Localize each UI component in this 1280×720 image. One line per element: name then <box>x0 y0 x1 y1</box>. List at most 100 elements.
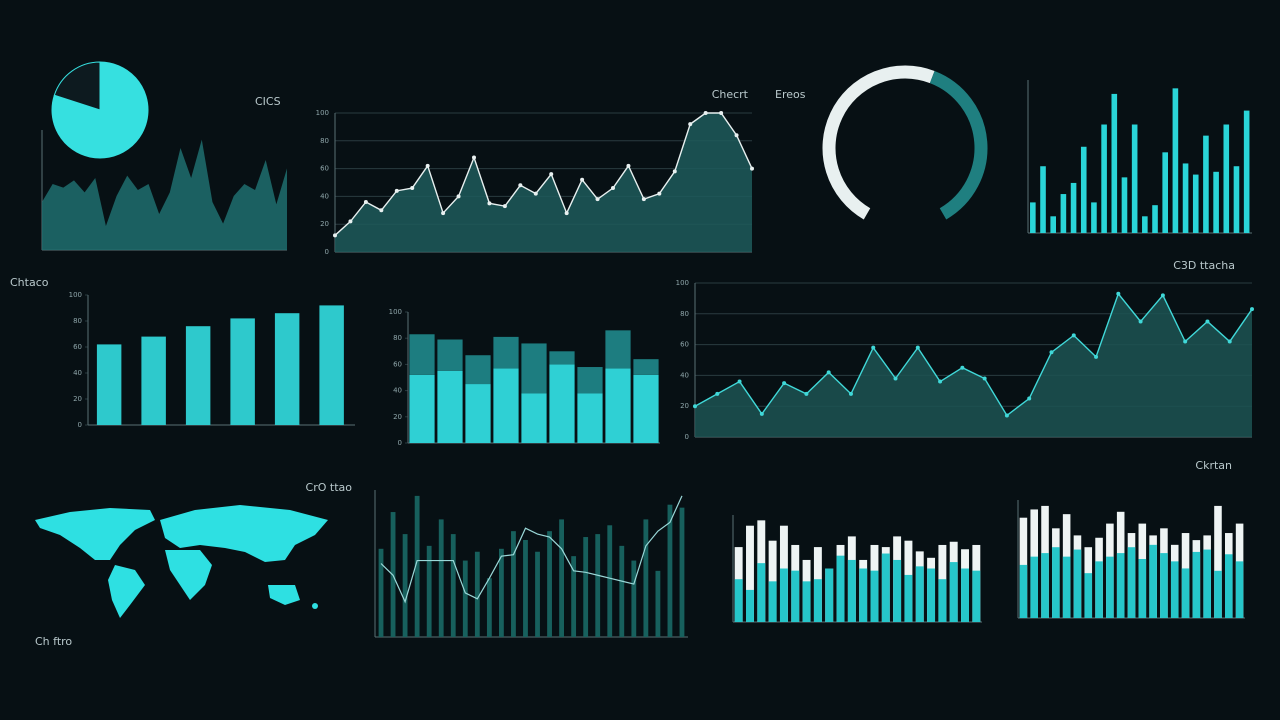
point <box>1027 396 1032 401</box>
bar <box>1080 146 1087 233</box>
line <box>380 495 683 604</box>
bar <box>1101 124 1107 233</box>
point <box>641 197 646 202</box>
bar <box>1062 556 1071 618</box>
bar <box>426 545 432 637</box>
bar <box>779 568 788 622</box>
bar <box>904 574 913 622</box>
bar <box>414 495 420 637</box>
bar <box>836 555 845 622</box>
bar <box>1030 556 1038 618</box>
bar <box>535 551 540 637</box>
chart-title: Ckrtan <box>1195 459 1232 472</box>
point <box>982 376 987 381</box>
bar <box>1182 163 1189 233</box>
point <box>502 204 507 209</box>
bar <box>768 540 777 622</box>
bar <box>734 579 743 622</box>
bar-segment <box>493 368 519 443</box>
y-tick-label: 40 <box>393 387 402 395</box>
bar <box>498 548 504 637</box>
point <box>782 381 787 386</box>
chart-title: Checrt <box>712 88 749 101</box>
bar <box>746 525 754 622</box>
bar <box>1142 216 1148 233</box>
point <box>379 208 384 213</box>
bar <box>915 566 924 622</box>
gauge-arc <box>929 70 988 220</box>
bar <box>1149 544 1157 618</box>
point <box>960 365 965 370</box>
point <box>703 111 708 115</box>
point <box>487 201 492 206</box>
bar <box>927 568 936 622</box>
point <box>1004 413 1009 418</box>
point <box>1227 339 1232 344</box>
map-label: Ch ftro <box>35 635 72 648</box>
bar <box>274 313 300 425</box>
point <box>826 370 831 375</box>
bar-segment <box>521 393 547 443</box>
bar <box>893 559 902 622</box>
bar-segment <box>493 336 519 369</box>
y-tick-label: 40 <box>680 371 689 379</box>
bar <box>1127 547 1136 618</box>
point <box>1049 350 1054 355</box>
bar <box>450 534 456 637</box>
bar <box>1160 553 1168 618</box>
point <box>626 163 631 168</box>
area <box>42 139 287 250</box>
y-tick-label: 40 <box>320 192 329 200</box>
bar <box>462 560 468 637</box>
point <box>734 133 739 138</box>
bar <box>1019 564 1028 618</box>
bar <box>1050 216 1056 233</box>
point <box>394 188 399 193</box>
point <box>549 172 554 177</box>
point <box>737 379 742 384</box>
bar <box>1091 202 1097 233</box>
y-tick-label: 20 <box>320 220 329 228</box>
bar <box>1214 505 1222 618</box>
bar <box>1060 194 1067 233</box>
area <box>335 113 752 252</box>
y-tick-label: 80 <box>680 310 689 318</box>
y-tick-label: 60 <box>680 341 689 349</box>
point <box>871 345 876 350</box>
bar <box>402 534 408 637</box>
bar <box>1121 177 1128 233</box>
y-tick-label: 0 <box>78 421 82 429</box>
bar-segment <box>605 330 631 369</box>
bar <box>511 531 516 637</box>
point <box>1250 307 1254 312</box>
bar <box>1138 559 1147 618</box>
bar-segment <box>409 374 435 443</box>
y-tick-label: 80 <box>320 137 329 145</box>
bar <box>643 519 649 637</box>
bar <box>1181 568 1190 618</box>
point <box>848 391 853 396</box>
bar <box>1170 561 1179 618</box>
bar <box>619 545 625 637</box>
point <box>472 155 476 160</box>
bar <box>802 581 811 622</box>
bar <box>655 570 661 637</box>
point <box>938 379 943 384</box>
point <box>518 183 523 188</box>
point <box>719 111 724 115</box>
bar <box>1172 88 1179 233</box>
y-tick-label: 60 <box>73 343 82 351</box>
point <box>564 211 569 216</box>
point <box>688 122 693 127</box>
bar <box>1192 551 1201 618</box>
bar <box>230 318 255 425</box>
bar <box>949 562 958 622</box>
bar <box>1041 553 1049 618</box>
point <box>915 345 920 350</box>
bar <box>1235 561 1244 618</box>
bar <box>141 336 166 425</box>
y-tick-label: 0 <box>398 439 402 447</box>
point <box>715 391 720 396</box>
bar <box>607 525 613 637</box>
